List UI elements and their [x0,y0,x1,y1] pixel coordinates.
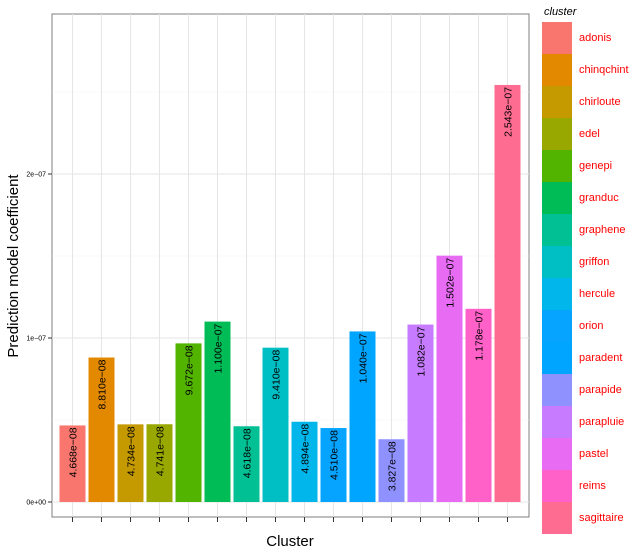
legend-item-sagittaire: sagittaire [540,502,630,534]
legend-swatch [542,150,572,182]
legend-item-parapide: parapide [540,374,630,406]
legend-items: adonis chinqchint chirloute edel genepi grand… [540,22,630,534]
bar-parapluie [407,324,434,502]
legend-swatch [542,22,572,54]
bar-label: 8.810e−08 [97,359,109,409]
legend-swatch [542,86,572,118]
bar-label: 4.510e−08 [329,430,341,480]
legend-label: parapluie [579,416,625,428]
x-axis [72,517,508,522]
legend-label: pastel [579,448,609,460]
bar-label: 4.618e−08 [242,428,254,478]
bar-label: 9.410e−08 [271,350,283,400]
legend-item-chirloute: chirloute [540,86,630,118]
bar-edel [146,424,173,502]
bar-chirloute [117,424,144,502]
legend-item-genepi: genepi [540,150,630,182]
legend-swatch [542,246,572,278]
bar-parapide [378,439,405,502]
legend-swatch [542,54,572,86]
legend-item-granduc: granduc [540,182,630,214]
legend-label: graphene [579,224,626,236]
legend-swatch [542,310,572,342]
bar-pastel [436,255,463,502]
bar-label: 2.543e−07 [503,87,515,137]
bar-paradent [349,331,376,502]
bar-label: 3.827e−08 [387,441,399,491]
bar-adonis [59,425,86,502]
legend-label: chirloute [579,96,621,108]
bar-sagittaire [494,84,521,502]
legend-swatch [542,438,572,470]
legend-item-graphene: graphene [540,214,630,246]
legend-swatch [542,502,572,534]
legend-label: paradent [579,352,623,364]
legend-label: chinqchint [579,64,629,76]
legend-item-pastel: pastel [540,438,630,470]
bar-chinqchint [88,357,115,502]
bar-label: 4.741e−08 [155,426,167,476]
legend-label: adonis [579,32,612,44]
legend-item-reims: reims [540,470,630,502]
bar-genepi [175,343,202,502]
legend-item-parapluie: parapluie [540,406,630,438]
y-tick-label: 1e−07 [26,336,46,343]
legend-swatch [542,342,572,374]
y-tick-label: 0e+00 [26,500,46,507]
legend-swatch [542,470,572,502]
legend-swatch [542,406,572,438]
x-axis-title: Cluster [266,533,314,550]
bar-label: 1.100e−07 [213,323,225,373]
bar-label: 4.894e−08 [300,424,312,474]
bar-reims [465,308,492,502]
bar-label: 4.668e−08 [68,427,80,477]
legend-title: cluster [544,6,577,18]
legend-item-hercule: hercule [540,278,630,310]
legend-label: reims [579,480,606,492]
legend-label: sagittaire [579,512,624,524]
legend-label: genepi [579,160,613,172]
bar-label: 4.734e−08 [126,426,138,476]
y-axis-title: Prediction model coefficient [5,174,22,358]
bar-griffon [262,347,289,502]
legend-label: griffon [579,256,610,268]
bar-label: 1.502e−07 [445,258,457,308]
y-tick-label: 2e−07 [26,172,46,179]
bar-label: 1.040e−07 [358,333,370,383]
bar-labels-group: 4.668e−08 8.810e−08 4.734e−08 4.741e−08 9.67… [68,87,515,491]
legend-item-orion: orion [540,310,630,342]
legend-item-griffon: griffon [540,246,630,278]
bar-hercule [291,421,318,502]
legend-swatch [542,118,572,150]
legend-swatch [542,278,572,310]
bar-label: 9.672e−08 [184,345,196,395]
bar-label: 1.178e−07 [474,311,486,361]
bars-group [59,84,521,502]
bar-label: 1.082e−07 [416,326,428,376]
y-axis: 0e+00 1e−07 2e−07 [26,172,52,507]
legend-label: granduc [579,192,619,204]
bar-granduc [204,321,231,502]
legend-item-edel: edel [540,118,630,150]
legend-swatch [542,214,572,246]
legend-label: parapide [579,384,622,396]
legend: cluster adonis chinqchint chirloute edel gen… [540,5,630,534]
legend-item-adonis: adonis [540,22,630,54]
legend-label: hercule [579,288,616,300]
legend-label: edel [579,128,600,140]
legend-item-chinqchint: chinqchint [540,54,630,86]
bar-orion [320,428,347,502]
bar-graphene [233,426,260,502]
legend-swatch [542,374,572,406]
legend-swatch [542,182,572,214]
legend-label: orion [579,320,604,332]
legend-item-paradent: paradent [540,342,630,374]
